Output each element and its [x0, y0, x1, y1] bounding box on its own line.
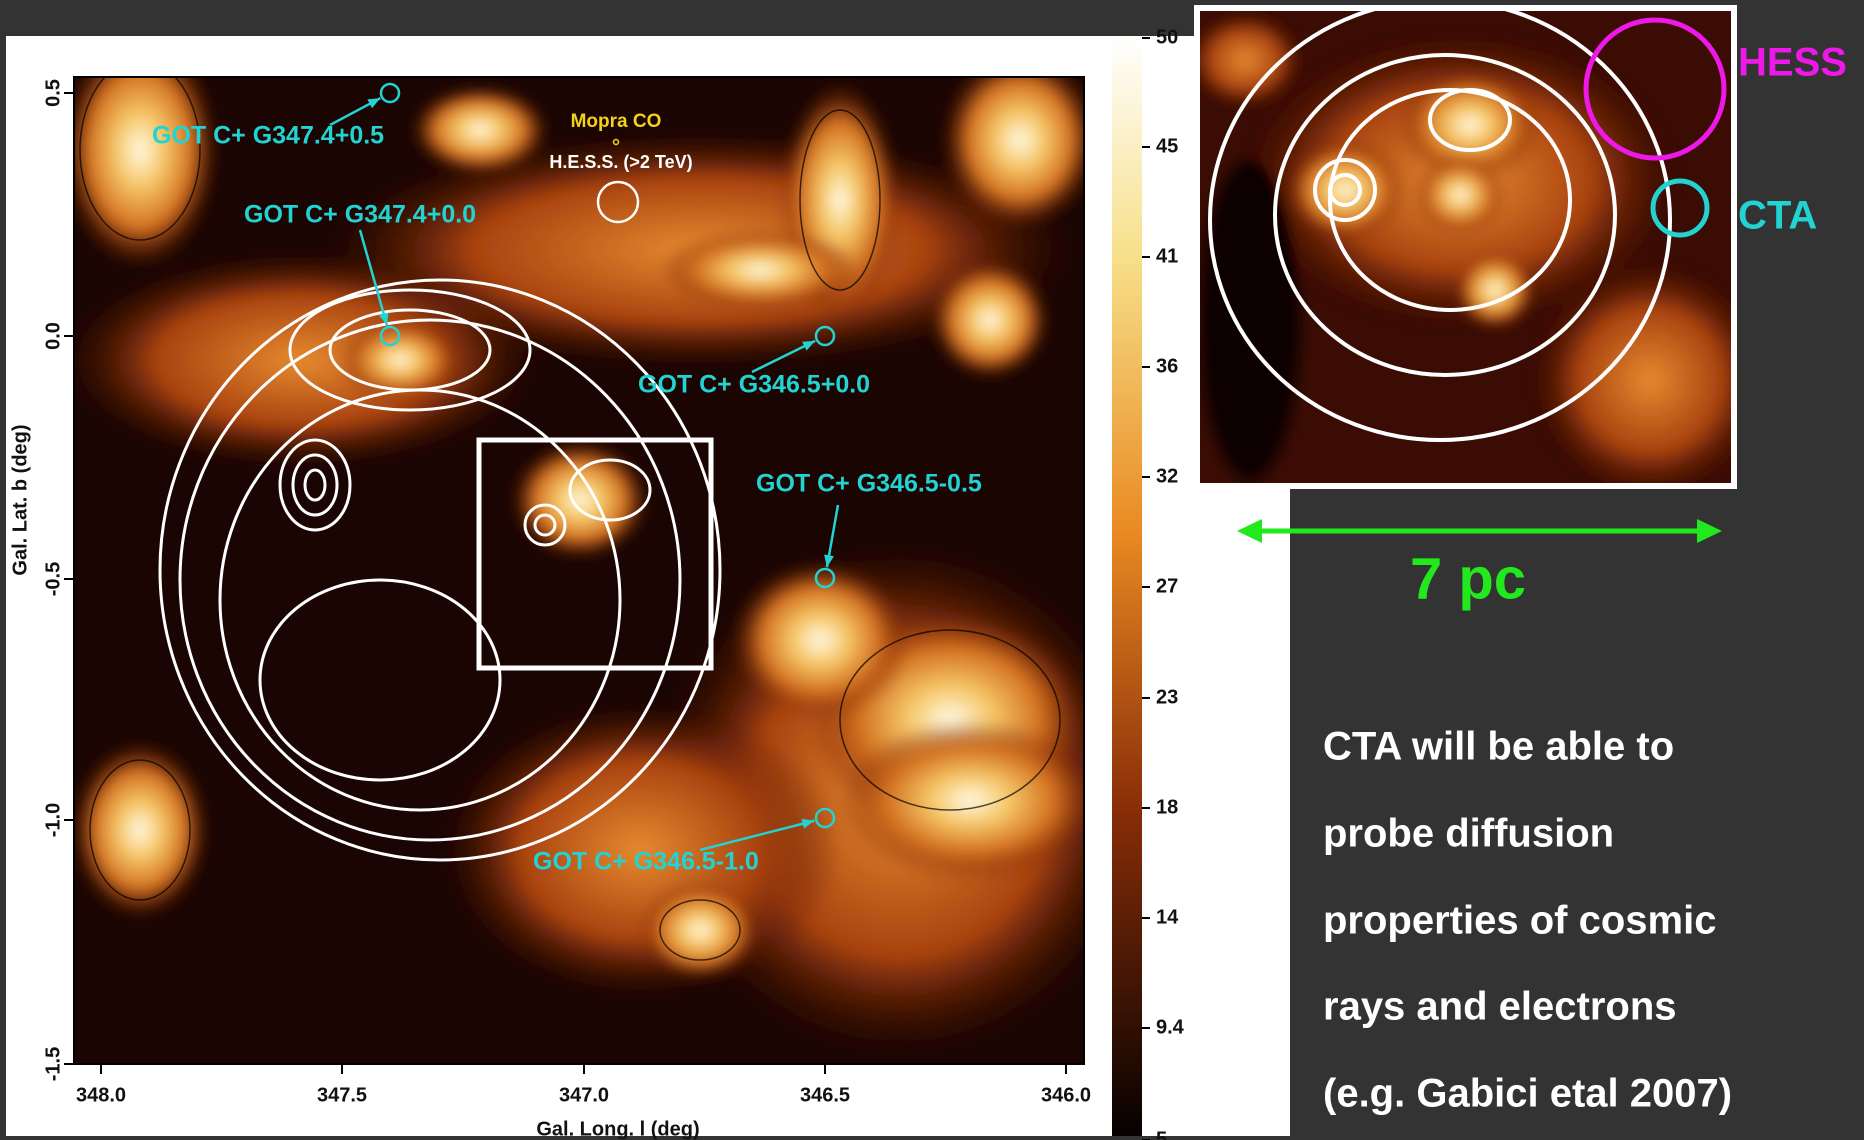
colorbar-tick-label: 50	[1156, 26, 1178, 48]
source-label: GOT C+ G346.5+0.0	[638, 371, 870, 399]
body-text: properties of cosmic	[1323, 899, 1716, 943]
map-image	[60, 30, 1150, 1064]
colorbar-tick-label: 41	[1156, 245, 1178, 267]
body-text: (e.g. Gabici etal 2007)	[1323, 1072, 1732, 1116]
source-label: GOT C+ G347.4+0.5	[152, 122, 384, 150]
colorbar-tick-label: 45	[1156, 135, 1178, 157]
mopra-label: Mopra CO	[571, 111, 662, 132]
source-label: GOT C+ G346.5-1.0	[533, 848, 759, 876]
inset-image	[1185, 0, 1770, 500]
y-axis-title: Gal. Lat. b (deg)	[9, 424, 31, 575]
colorbar-tick-label: 9.4	[1156, 1016, 1185, 1038]
hess-label: HESS	[1738, 41, 1847, 85]
colorbar-tick-label: 18	[1156, 796, 1178, 818]
x-tick-label: 346.5	[800, 1084, 850, 1106]
x-axis-title: Gal. Long. l (deg)	[536, 1118, 699, 1140]
scale-label: 7 pc	[1410, 546, 1526, 611]
y-tick-label: -0.5	[42, 562, 64, 596]
body-text: rays and electrons	[1323, 985, 1677, 1029]
hess-map-label: H.E.S.S. (>2 TeV)	[549, 152, 692, 172]
x-tick-label: 347.0	[559, 1084, 609, 1106]
body-text: CTA will be able to	[1323, 725, 1674, 769]
cta-label: CTA	[1738, 194, 1817, 238]
colorbar	[1112, 36, 1142, 1136]
body-text: probe diffusion	[1323, 812, 1614, 856]
y-tick-label: -1.5	[42, 1047, 64, 1081]
colorbar-tick-label: 23	[1156, 686, 1178, 708]
x-tick-label: 347.5	[317, 1084, 367, 1106]
colorbar-tick-label: 32	[1156, 465, 1178, 487]
colorbar-tick-label: 5	[1156, 1128, 1167, 1140]
y-tick-label: -1.0	[42, 803, 64, 837]
source-label: GOT C+ G346.5-0.5	[756, 470, 982, 498]
colorbar-tick-label: 27	[1156, 575, 1178, 597]
source-label: GOT C+ G347.4+0.0	[244, 201, 476, 229]
colorbar-tick-label: 36	[1156, 355, 1178, 377]
slide: 348.0 347.5 347.0 346.5 346.0 Gal. Long. l (d…	[0, 0, 1864, 1140]
y-tick-label: 0.0	[42, 322, 64, 350]
colorbar-tick-label: 14	[1156, 906, 1179, 928]
x-tick-label: 346.0	[1041, 1084, 1091, 1106]
y-tick-label: 0.5	[42, 79, 64, 107]
x-tick-label: 348.0	[76, 1084, 126, 1106]
